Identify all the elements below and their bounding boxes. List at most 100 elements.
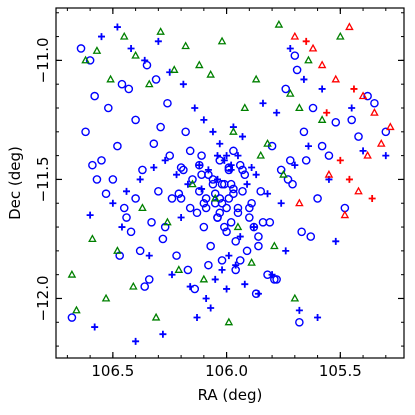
data-point-triangle	[131, 50, 140, 59]
data-point-triangle	[317, 60, 327, 69]
data-point-plus	[382, 152, 390, 160]
data-point-circle	[363, 91, 372, 101]
data-point-triangle	[340, 210, 350, 219]
data-point-triangle	[199, 274, 209, 283]
data-point-triangle	[256, 150, 266, 159]
data-point-circle	[92, 175, 102, 184]
data-point-triangle	[163, 217, 172, 226]
data-point-circle	[235, 160, 245, 170]
data-point-plus	[209, 128, 217, 136]
data-point-plus	[168, 271, 176, 279]
data-point-circle	[142, 60, 152, 70]
data-point-circle	[233, 203, 243, 213]
data-point-plus	[186, 283, 194, 291]
data-point-circle	[172, 251, 181, 260]
data-point-plus	[91, 323, 99, 331]
data-point-triangle	[308, 43, 318, 52]
data-point-circle	[124, 84, 134, 94]
data-point-plus	[141, 56, 149, 64]
data-point-plus	[254, 290, 262, 298]
data-point-circle	[201, 203, 211, 213]
data-point-circle	[131, 115, 140, 125]
data-point-circle	[290, 51, 300, 60]
data-point-circle	[381, 127, 391, 137]
data-point-triangle	[229, 127, 238, 135]
data-point-circle	[299, 127, 309, 137]
data-point-triangle	[358, 91, 368, 100]
data-point-circle	[220, 222, 229, 232]
data-point-plus	[248, 164, 256, 172]
data-point-triangle	[129, 281, 138, 290]
data-point-circle	[331, 117, 341, 127]
data-point-circle	[199, 222, 209, 232]
data-point-circle	[226, 217, 236, 227]
data-point-circle	[122, 213, 131, 222]
data-point-circle	[90, 91, 99, 101]
data-point-circle	[67, 313, 77, 322]
data-point-triangle	[188, 179, 197, 188]
data-point-circle	[119, 203, 129, 213]
data-point-plus	[173, 171, 181, 179]
data-point-triangle	[206, 69, 215, 78]
data-point-circle	[242, 246, 252, 256]
x-tick-label: 105.5	[319, 362, 362, 380]
data-point-triangle	[274, 19, 284, 28]
data-point-circle	[104, 103, 113, 113]
data-point-circle	[81, 127, 90, 137]
data-point-circle	[151, 75, 161, 84]
data-point-plus	[291, 161, 299, 169]
data-point-circle	[313, 194, 322, 203]
data-point-circle	[140, 282, 150, 291]
data-point-circle	[281, 84, 291, 94]
data-point-plus	[252, 171, 260, 179]
data-point-plus	[243, 180, 251, 188]
data-point-plus	[213, 152, 221, 160]
data-point-circle	[238, 165, 247, 175]
data-point-triangle	[317, 115, 327, 123]
data-point-plus	[225, 252, 233, 260]
data-point-plus	[318, 85, 326, 93]
data-point-plus	[348, 104, 356, 112]
y-tick-label: −12.0	[34, 275, 52, 321]
data-point-plus	[216, 140, 224, 148]
data-point-plus	[159, 330, 167, 338]
data-point-triangle	[92, 46, 102, 54]
data-point-circle	[229, 146, 238, 156]
data-point-triangle	[247, 258, 256, 266]
data-point-triangle	[113, 246, 122, 254]
data-point-plus	[295, 306, 303, 314]
data-point-circle	[324, 151, 334, 160]
data-point-plus	[220, 156, 228, 164]
data-point-triangle	[217, 36, 227, 45]
data-point-circle	[283, 175, 293, 184]
data-point-circle	[199, 198, 209, 208]
data-point-circle	[210, 189, 220, 199]
data-point-triangle	[336, 31, 345, 40]
data-point-circle	[185, 203, 195, 213]
data-point-circle	[245, 213, 254, 222]
data-point-circle	[213, 213, 222, 222]
data-point-circle	[265, 217, 275, 227]
data-point-plus	[304, 142, 312, 150]
data-point-plus	[223, 152, 231, 160]
data-point-circle	[88, 160, 97, 170]
data-point-circle	[144, 275, 154, 284]
data-point-triangle	[345, 22, 354, 31]
data-point-circle	[249, 222, 259, 232]
data-point-circle	[347, 115, 356, 125]
data-point-triangle	[72, 305, 81, 314]
data-point-circle	[217, 256, 227, 265]
data-point-circle	[176, 194, 186, 203]
data-point-plus	[193, 314, 201, 322]
data-point-circle	[276, 165, 286, 175]
data-point-circle	[194, 160, 204, 170]
data-point-plus	[127, 44, 135, 52]
data-point-circle	[354, 132, 363, 141]
data-point-triangle	[119, 31, 129, 40]
data-point-plus	[211, 275, 219, 283]
data-point-circle	[245, 203, 254, 213]
data-point-plus	[282, 247, 290, 255]
data-point-plus	[232, 261, 240, 269]
data-point-circle	[254, 232, 263, 241]
